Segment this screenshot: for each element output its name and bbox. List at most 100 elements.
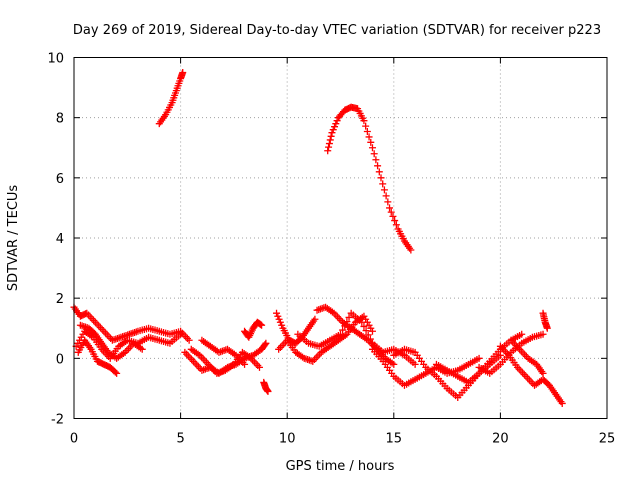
data-point: [362, 122, 370, 130]
series-arc-E: [74, 336, 121, 377]
data-point: [384, 198, 392, 206]
data-point: [328, 129, 336, 137]
data-point: [368, 327, 376, 335]
data-point: [264, 387, 272, 395]
data-point: [273, 309, 281, 317]
data-point: [138, 345, 146, 353]
y-tick-label: 0: [56, 352, 64, 367]
data-point: [372, 156, 380, 164]
data-point: [391, 217, 399, 225]
data-point: [325, 140, 333, 148]
data-point: [366, 335, 374, 343]
data-point: [375, 168, 383, 176]
data-point: [392, 221, 400, 229]
data-point: [389, 212, 397, 220]
data-point: [496, 351, 504, 359]
series-arc-K: [260, 378, 272, 395]
data-point: [362, 327, 370, 335]
series-arc-F: [76, 321, 146, 362]
data-point: [261, 340, 269, 348]
axis-ticks: 0 5 10 15 20 25 -2 0 2 4 6 8 10: [47, 52, 615, 447]
series-arc-L: [273, 309, 319, 347]
data-point: [539, 330, 547, 338]
data-point: [331, 123, 339, 131]
data-point: [345, 313, 353, 321]
series-arc-A: [155, 69, 187, 128]
data-point: [363, 128, 371, 136]
data-point: [367, 138, 375, 146]
x-tick-label: 10: [279, 432, 296, 447]
data-point: [382, 192, 390, 200]
data-point: [339, 326, 347, 334]
data-point: [311, 315, 319, 323]
data-point: [337, 330, 344, 338]
data-point: [475, 354, 483, 362]
data-point: [518, 330, 526, 338]
series-arc-M: [275, 312, 376, 365]
data-point: [360, 322, 368, 330]
data-point: [558, 399, 566, 407]
data-point: [411, 360, 419, 368]
data-point: [255, 363, 263, 371]
y-tick-label: 6: [56, 172, 64, 187]
data-markers: [70, 69, 566, 407]
data-point: [390, 360, 398, 368]
y-axis-label: SDTVAR / TECUs: [6, 185, 21, 292]
y-tick-label: 2: [56, 292, 64, 307]
x-tick-label: 20: [492, 432, 509, 447]
data-point: [358, 318, 366, 326]
x-tick-label: 25: [599, 432, 616, 447]
data-point: [325, 143, 333, 151]
data-point: [341, 322, 349, 330]
data-point: [387, 208, 395, 216]
chart-title: Day 269 of 2019, Sidereal Day-to-day VTE…: [73, 23, 601, 38]
data-point: [329, 126, 337, 134]
data-point: [275, 315, 283, 323]
data-point: [407, 246, 415, 254]
x-tick-label: 15: [386, 432, 403, 447]
data-point: [185, 336, 193, 344]
data-point: [343, 318, 351, 326]
data-point: [179, 69, 187, 77]
series-arc-V: [539, 309, 551, 332]
data-point: [113, 369, 121, 377]
series-arc-I: [198, 336, 249, 368]
data-point: [360, 117, 368, 125]
data-point: [374, 162, 382, 170]
grid-lines: [74, 57, 607, 419]
data-point: [368, 144, 376, 152]
data-point: [258, 321, 266, 329]
data-point: [278, 321, 286, 329]
data-point: [274, 312, 282, 320]
y-tick-label: 8: [56, 112, 64, 127]
data-point: [241, 360, 249, 368]
series-arc-O: [294, 309, 419, 368]
data-point: [327, 132, 335, 140]
y-tick-label: 10: [47, 52, 64, 67]
series-arc-U: [507, 336, 547, 377]
data-point: [386, 204, 394, 212]
data-point: [276, 318, 284, 326]
data-point: [326, 136, 334, 144]
data-point: [539, 369, 547, 377]
series-arc-B: [324, 103, 415, 254]
data-point: [177, 330, 185, 338]
series-arc-S: [475, 330, 547, 377]
data-point: [324, 147, 332, 155]
data-point: [379, 180, 387, 188]
x-axis-label: GPS time / hours: [286, 459, 395, 474]
y-tick-label: -2: [51, 413, 64, 428]
data-point: [370, 150, 378, 158]
data-point: [111, 368, 119, 376]
data-point: [365, 133, 373, 141]
series-arc-J: [241, 318, 266, 341]
series-arc-T: [496, 342, 566, 407]
data-point: [377, 174, 385, 182]
series-arc-H: [187, 345, 263, 377]
x-tick-label: 5: [176, 432, 184, 447]
data-point: [543, 324, 551, 332]
y-tick-label: 4: [56, 232, 64, 247]
x-tick-label: 0: [70, 432, 78, 447]
data-point: [333, 117, 341, 125]
